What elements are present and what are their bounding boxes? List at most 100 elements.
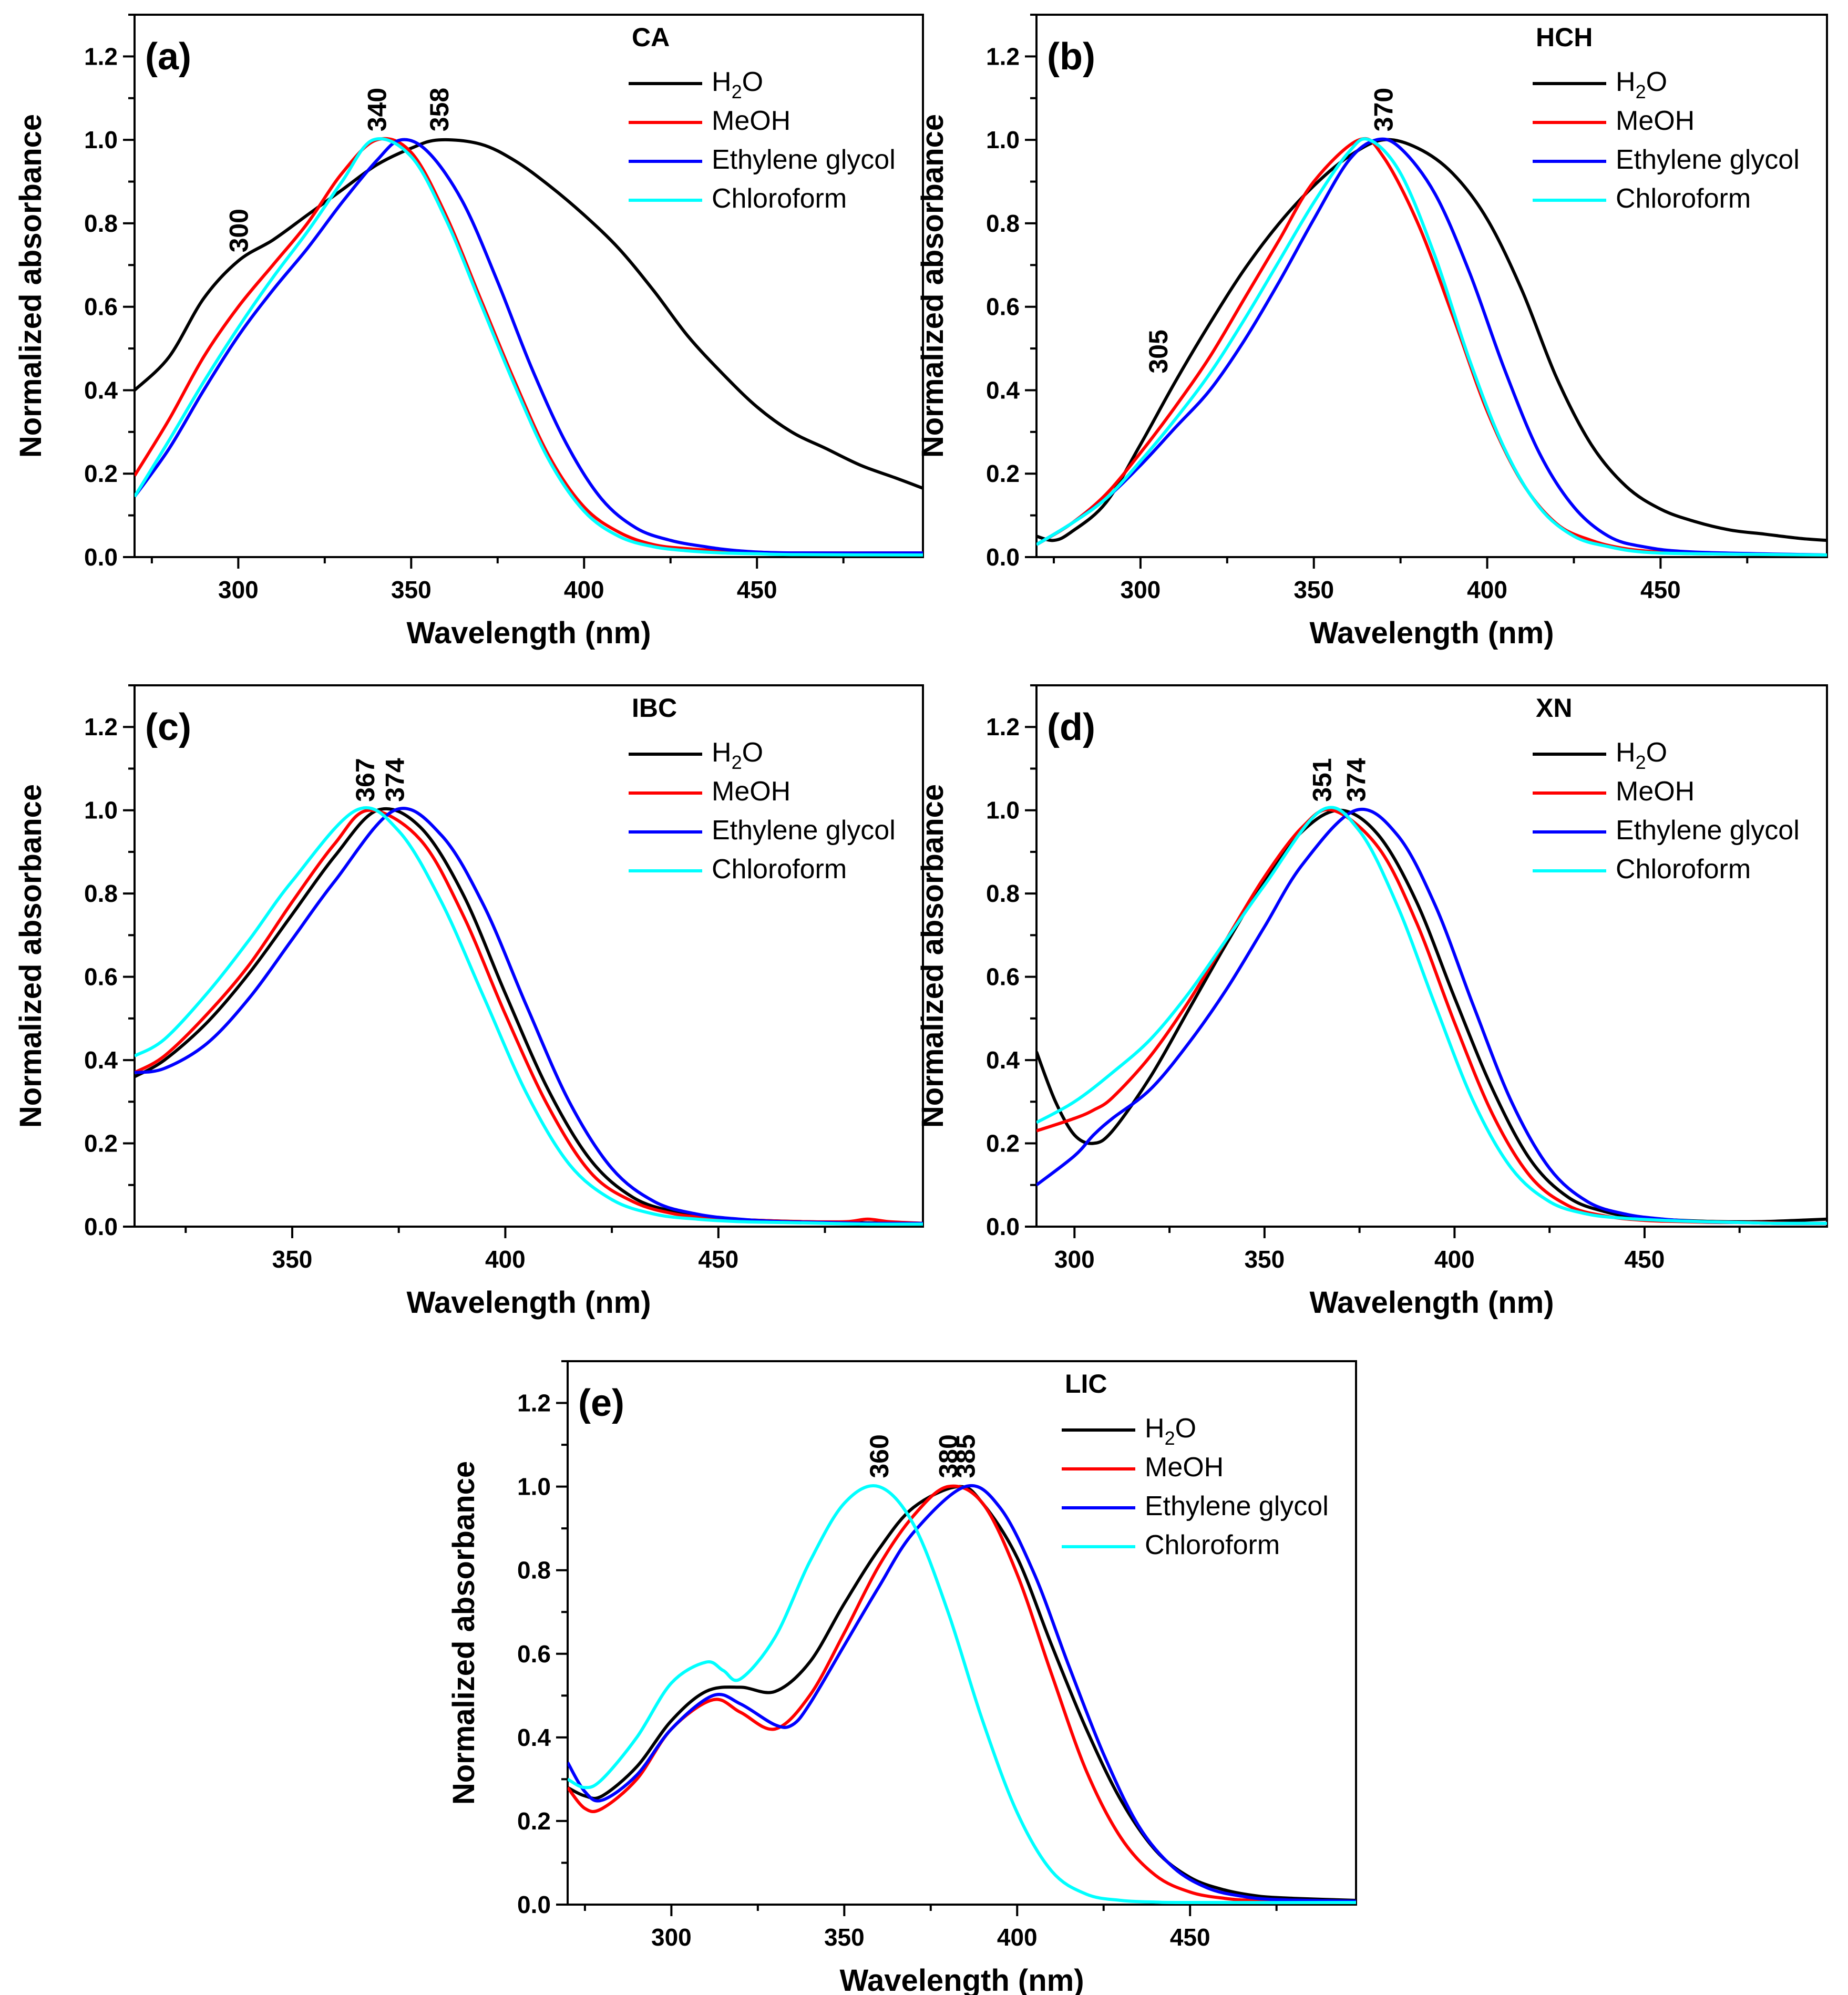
x-tick-label: 400 <box>1467 576 1507 603</box>
peak-annotation: 351 <box>1307 758 1337 801</box>
legend-label: H2O <box>712 67 763 102</box>
panel-label: (b) <box>1047 36 1095 78</box>
y-tick-label: 0.2 <box>986 1130 1020 1157</box>
peak-annotation: 374 <box>1341 758 1371 802</box>
legend-label: MeOH <box>1616 776 1695 807</box>
compound-label: LIC <box>1065 1369 1107 1398</box>
legend-label: Chloroform <box>712 854 847 885</box>
series-line-chloroform <box>1036 806 1827 1225</box>
peak-annotation: 367 <box>351 758 380 801</box>
y-tick-label: 0.6 <box>986 963 1020 991</box>
peak-annotation: 300 <box>224 209 253 252</box>
legend-label: MeOH <box>1145 1452 1224 1483</box>
plot-frame <box>134 684 924 1228</box>
x-tick-label: 350 <box>1293 576 1334 603</box>
x-tick-label: 350 <box>824 1924 865 1951</box>
y-tick-label: 0.0 <box>84 543 118 571</box>
x-tick-label: 300 <box>1054 1246 1095 1273</box>
legend-label: Ethylene glycol <box>1616 145 1800 175</box>
x-tick-label: 300 <box>1121 576 1161 603</box>
y-tick-label: 0.8 <box>84 880 118 907</box>
x-tick-label: 450 <box>698 1246 738 1273</box>
y-axis-label: Normalized absorbance <box>916 114 950 458</box>
legend-label: Ethylene glycol <box>712 815 896 846</box>
y-tick-label: 0.6 <box>986 293 1020 321</box>
y-tick-label: 0.8 <box>986 210 1020 237</box>
y-tick-label: 1.0 <box>84 797 118 824</box>
y-tick-label: 0.6 <box>84 963 118 991</box>
peak-annotation: 340 <box>363 88 392 131</box>
x-tick-label: 450 <box>737 576 777 603</box>
y-tick-label: 0.2 <box>84 460 118 487</box>
panel-label: (a) <box>145 36 191 78</box>
x-axis-label: Wavelength (nm) <box>1309 1286 1554 1320</box>
y-tick-label: 0.0 <box>986 1213 1020 1240</box>
chart-panel-a: 300 350 400 450 0.0 0.2 0.4 0.6 0.8 1.0 1.2 Wavelen… <box>14 14 924 650</box>
y-tick-label: 0.8 <box>517 1557 551 1584</box>
y-tick-label: 0.0 <box>517 1891 551 1918</box>
y-tick-label: 1.2 <box>986 43 1020 70</box>
series-line-ethylene-glycol <box>568 1484 1356 1903</box>
series-line-h2o <box>135 138 923 490</box>
x-tick-label: 450 <box>1640 576 1681 603</box>
x-tick-label: 400 <box>1434 1246 1475 1273</box>
panel-label: (c) <box>145 706 191 748</box>
peak-annotation: 358 <box>425 88 454 131</box>
series-line-chloroform <box>135 806 923 1226</box>
y-tick-label: 0.6 <box>517 1640 551 1668</box>
y-tick-label: 0.8 <box>986 880 1020 907</box>
y-tick-label: 0.4 <box>84 1046 118 1074</box>
legend-label: H2O <box>1145 1413 1196 1449</box>
legend-label: Ethylene glycol <box>1145 1491 1329 1521</box>
x-tick-label: 400 <box>485 1246 526 1273</box>
legend-label: Ethylene glycol <box>712 145 896 175</box>
x-tick-label: 300 <box>651 1924 692 1951</box>
y-tick-label: 0.0 <box>986 543 1020 571</box>
legend-label: Chloroform <box>1616 183 1751 214</box>
series-line-ethylene-glycol <box>1036 137 1827 557</box>
legend-label: MeOH <box>712 776 790 807</box>
series-line-chloroform <box>135 137 923 557</box>
legend-label: Ethylene glycol <box>1616 815 1800 846</box>
x-axis-label: Wavelength (nm) <box>406 1286 651 1320</box>
plot-frame <box>567 1360 1357 1906</box>
series-line-ethylene-glycol <box>135 138 923 555</box>
legend-label: H2O <box>1616 737 1667 773</box>
panel-label: (d) <box>1047 706 1095 748</box>
y-tick-label: 0.4 <box>517 1724 551 1751</box>
y-tick-label: 1.0 <box>986 126 1020 153</box>
y-axis-label: Normalized absorbance <box>14 114 48 458</box>
chart-panel-d: 300 350 400 450 0.0 0.2 0.4 0.6 0.8 1.0 1.2 Wavelen… <box>916 684 1828 1320</box>
x-tick-label: 350 <box>272 1246 313 1273</box>
plot-frame <box>1035 14 1828 558</box>
x-axis-label: Wavelength (nm) <box>406 616 651 650</box>
panel-label: (e) <box>578 1382 624 1424</box>
y-tick-label: 0.8 <box>84 210 118 237</box>
compound-label: XN <box>1536 693 1572 723</box>
chart-panel-e: 300 350 400 450 0.0 0.2 0.4 0.6 0.8 1.0 1.2 Wavelen… <box>447 1360 1357 1995</box>
y-tick-label: 0.4 <box>84 376 118 404</box>
y-tick-label: 0.2 <box>986 460 1020 487</box>
y-axis-label: Normalized absorbance <box>447 1461 481 1805</box>
peak-annotation: 385 <box>951 1434 981 1478</box>
peak-annotation: 380 <box>934 1434 963 1478</box>
legend-label: H2O <box>712 737 763 773</box>
legend-label: H2O <box>1616 67 1667 102</box>
legend-label: Chloroform <box>1145 1530 1280 1560</box>
x-tick-label: 400 <box>564 576 604 603</box>
plot-frame <box>134 14 924 558</box>
peak-annotation: 370 <box>1369 88 1399 131</box>
y-tick-label: 1.2 <box>84 43 118 70</box>
peak-annotation: 360 <box>865 1434 894 1478</box>
plot-frame <box>1035 684 1828 1228</box>
y-tick-label: 0.4 <box>986 1046 1020 1074</box>
legend-label: Chloroform <box>712 183 847 214</box>
compound-label: HCH <box>1536 23 1593 52</box>
series-line-chloroform <box>1036 137 1827 557</box>
y-tick-label: 1.2 <box>986 713 1020 741</box>
y-tick-label: 0.0 <box>84 1213 118 1240</box>
series-line-meoh <box>135 137 923 555</box>
legend-label: Chloroform <box>1616 854 1751 885</box>
chart-panel-c: 350 400 450 0.0 0.2 0.4 0.6 0.8 1.0 1.2 Wavelength… <box>14 684 924 1320</box>
y-tick-label: 1.2 <box>517 1390 551 1417</box>
